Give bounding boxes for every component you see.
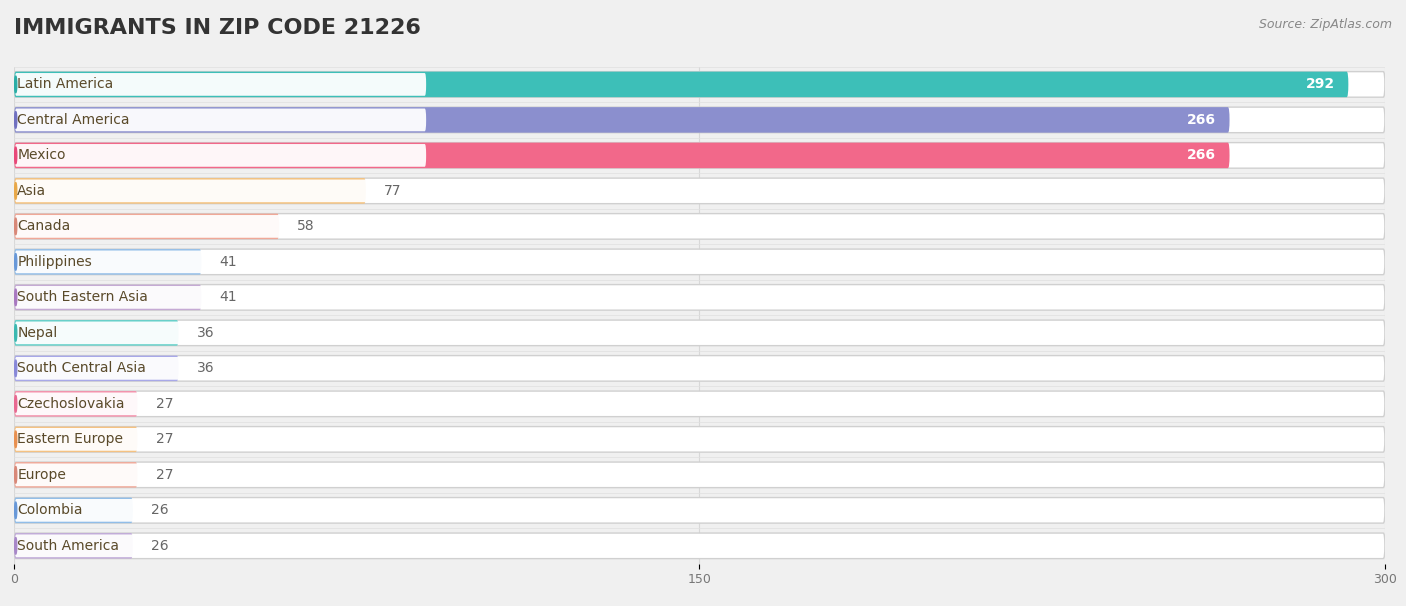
Circle shape: [14, 112, 17, 128]
FancyBboxPatch shape: [14, 533, 134, 559]
Text: 41: 41: [219, 255, 238, 269]
Text: Canada: Canada: [17, 219, 70, 233]
FancyBboxPatch shape: [14, 178, 366, 204]
Circle shape: [14, 289, 17, 305]
Text: South Central Asia: South Central Asia: [17, 361, 146, 375]
FancyBboxPatch shape: [15, 428, 426, 451]
Text: South America: South America: [17, 539, 120, 553]
Text: 292: 292: [1306, 78, 1334, 92]
FancyBboxPatch shape: [14, 107, 1385, 133]
Text: Mexico: Mexico: [17, 148, 66, 162]
FancyBboxPatch shape: [14, 498, 134, 523]
FancyBboxPatch shape: [14, 142, 1385, 168]
FancyBboxPatch shape: [15, 393, 426, 415]
Circle shape: [14, 396, 17, 412]
FancyBboxPatch shape: [14, 320, 1385, 345]
FancyBboxPatch shape: [15, 144, 426, 167]
FancyBboxPatch shape: [14, 320, 179, 345]
Text: Latin America: Latin America: [17, 78, 114, 92]
Text: 58: 58: [298, 219, 315, 233]
FancyBboxPatch shape: [14, 107, 1229, 133]
FancyBboxPatch shape: [14, 391, 138, 417]
Circle shape: [14, 147, 17, 164]
FancyBboxPatch shape: [14, 213, 278, 239]
FancyBboxPatch shape: [14, 498, 1385, 523]
FancyBboxPatch shape: [14, 178, 1385, 204]
FancyBboxPatch shape: [14, 427, 138, 452]
Circle shape: [14, 360, 17, 377]
FancyBboxPatch shape: [14, 285, 201, 310]
Text: 27: 27: [156, 397, 173, 411]
Text: Source: ZipAtlas.com: Source: ZipAtlas.com: [1258, 18, 1392, 31]
Text: 27: 27: [156, 468, 173, 482]
Text: 36: 36: [197, 326, 215, 340]
Circle shape: [14, 76, 17, 93]
Text: 77: 77: [384, 184, 402, 198]
Text: Philippines: Philippines: [17, 255, 93, 269]
FancyBboxPatch shape: [14, 72, 1385, 97]
Circle shape: [14, 502, 17, 519]
FancyBboxPatch shape: [14, 72, 1348, 97]
Circle shape: [14, 431, 17, 448]
FancyBboxPatch shape: [14, 213, 1385, 239]
FancyBboxPatch shape: [14, 462, 1385, 488]
FancyBboxPatch shape: [15, 250, 426, 273]
FancyBboxPatch shape: [14, 356, 1385, 381]
FancyBboxPatch shape: [14, 533, 1385, 559]
FancyBboxPatch shape: [14, 249, 201, 275]
Text: Europe: Europe: [17, 468, 66, 482]
FancyBboxPatch shape: [15, 534, 426, 557]
Text: South Eastern Asia: South Eastern Asia: [17, 290, 148, 304]
Text: Central America: Central America: [17, 113, 129, 127]
Circle shape: [14, 538, 17, 554]
FancyBboxPatch shape: [15, 499, 426, 522]
Text: Eastern Europe: Eastern Europe: [17, 432, 124, 447]
Text: 27: 27: [156, 432, 173, 447]
FancyBboxPatch shape: [15, 357, 426, 380]
FancyBboxPatch shape: [15, 108, 426, 132]
Text: 266: 266: [1187, 148, 1216, 162]
FancyBboxPatch shape: [14, 427, 1385, 452]
Text: IMMIGRANTS IN ZIP CODE 21226: IMMIGRANTS IN ZIP CODE 21226: [14, 18, 420, 38]
FancyBboxPatch shape: [14, 142, 1229, 168]
Text: Colombia: Colombia: [17, 504, 83, 518]
FancyBboxPatch shape: [15, 215, 426, 238]
Text: 266: 266: [1187, 113, 1216, 127]
FancyBboxPatch shape: [15, 322, 426, 344]
FancyBboxPatch shape: [15, 73, 426, 96]
Text: Czechoslovakia: Czechoslovakia: [17, 397, 125, 411]
Text: Nepal: Nepal: [17, 326, 58, 340]
FancyBboxPatch shape: [15, 464, 426, 486]
Text: 41: 41: [219, 290, 238, 304]
Text: 26: 26: [152, 504, 169, 518]
FancyBboxPatch shape: [14, 249, 1385, 275]
FancyBboxPatch shape: [15, 179, 426, 202]
FancyBboxPatch shape: [14, 391, 1385, 417]
Circle shape: [14, 325, 17, 341]
Circle shape: [14, 182, 17, 199]
Circle shape: [14, 218, 17, 235]
Circle shape: [14, 253, 17, 270]
Text: Asia: Asia: [17, 184, 46, 198]
FancyBboxPatch shape: [14, 356, 179, 381]
Text: 36: 36: [197, 361, 215, 375]
Text: 26: 26: [152, 539, 169, 553]
FancyBboxPatch shape: [14, 462, 138, 488]
Circle shape: [14, 467, 17, 483]
FancyBboxPatch shape: [14, 285, 1385, 310]
FancyBboxPatch shape: [15, 286, 426, 308]
